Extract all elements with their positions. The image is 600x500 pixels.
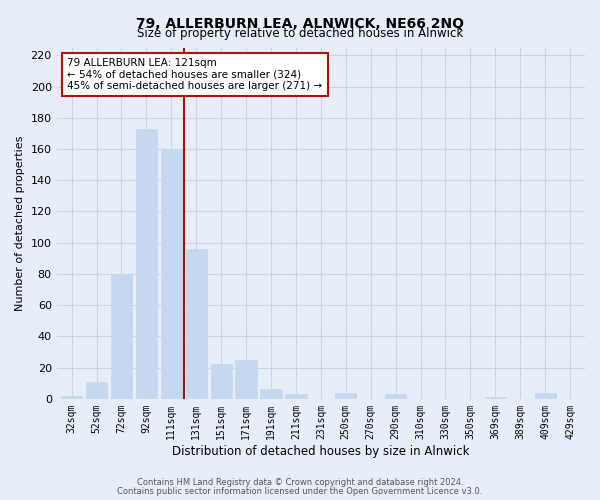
Bar <box>61 396 82 399</box>
Bar <box>111 274 132 399</box>
Bar <box>235 360 257 399</box>
Text: Contains public sector information licensed under the Open Government Licence v3: Contains public sector information licen… <box>118 486 482 496</box>
Bar <box>161 149 182 399</box>
Bar <box>185 249 207 399</box>
Bar <box>86 382 107 399</box>
Bar <box>335 392 356 399</box>
Bar <box>485 398 506 399</box>
Bar <box>136 128 157 399</box>
Bar <box>286 394 307 399</box>
Bar <box>211 364 232 399</box>
Text: 79 ALLERBURN LEA: 121sqm
← 54% of detached houses are smaller (324)
45% of semi-: 79 ALLERBURN LEA: 121sqm ← 54% of detach… <box>67 58 322 91</box>
Y-axis label: Number of detached properties: Number of detached properties <box>15 136 25 311</box>
Text: Size of property relative to detached houses in Alnwick: Size of property relative to detached ho… <box>137 28 463 40</box>
Bar <box>260 390 281 399</box>
Bar <box>535 392 556 399</box>
Bar <box>385 394 406 399</box>
Text: Contains HM Land Registry data © Crown copyright and database right 2024.: Contains HM Land Registry data © Crown c… <box>137 478 463 487</box>
Text: 79, ALLERBURN LEA, ALNWICK, NE66 2NQ: 79, ALLERBURN LEA, ALNWICK, NE66 2NQ <box>136 18 464 32</box>
X-axis label: Distribution of detached houses by size in Alnwick: Distribution of detached houses by size … <box>172 444 470 458</box>
